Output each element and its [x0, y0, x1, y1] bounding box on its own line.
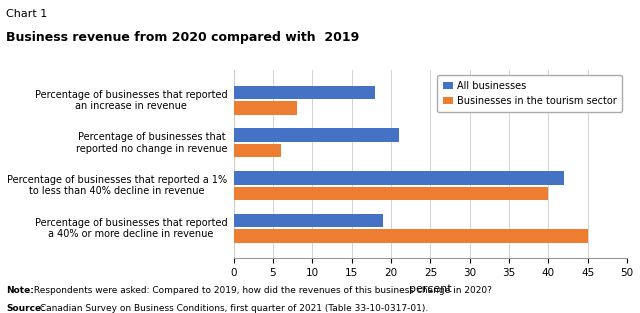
Text: Respondents were asked: Compared to 2019, how did the revenues of this business : Respondents were asked: Compared to 2019…	[31, 286, 492, 295]
Text: Note:: Note:	[6, 286, 35, 295]
Legend: All businesses, Businesses in the tourism sector: All businesses, Businesses in the touris…	[437, 75, 622, 112]
Text: Percentage of businesses that reported
a 40% or more decline in revenue: Percentage of businesses that reported a…	[35, 218, 227, 239]
Bar	[234, 229, 588, 243]
Bar	[234, 128, 399, 142]
Text: Percentage of businesses that reported
an increase in revenue: Percentage of businesses that reported a…	[35, 90, 227, 111]
Text: Chart 1: Chart 1	[6, 9, 47, 19]
Bar	[234, 144, 281, 157]
Text: Percentage of businesses that reported a 1%
to less than 40% decline in revenue: Percentage of businesses that reported a…	[7, 175, 227, 197]
Text: Canadian Survey on Business Conditions, first quarter of 2021 (Table 33-10-0317-: Canadian Survey on Business Conditions, …	[37, 304, 428, 313]
Text: Business revenue from 2020 compared with  2019: Business revenue from 2020 compared with…	[6, 31, 360, 44]
Bar	[234, 101, 296, 115]
X-axis label: percent: percent	[409, 284, 452, 294]
Text: Percentage of businesses that
reported no change in revenue: Percentage of businesses that reported n…	[76, 132, 227, 154]
Bar	[234, 171, 564, 185]
Bar	[234, 214, 383, 228]
Bar	[234, 187, 548, 200]
Text: Source:: Source:	[6, 304, 45, 313]
Bar	[234, 86, 375, 100]
